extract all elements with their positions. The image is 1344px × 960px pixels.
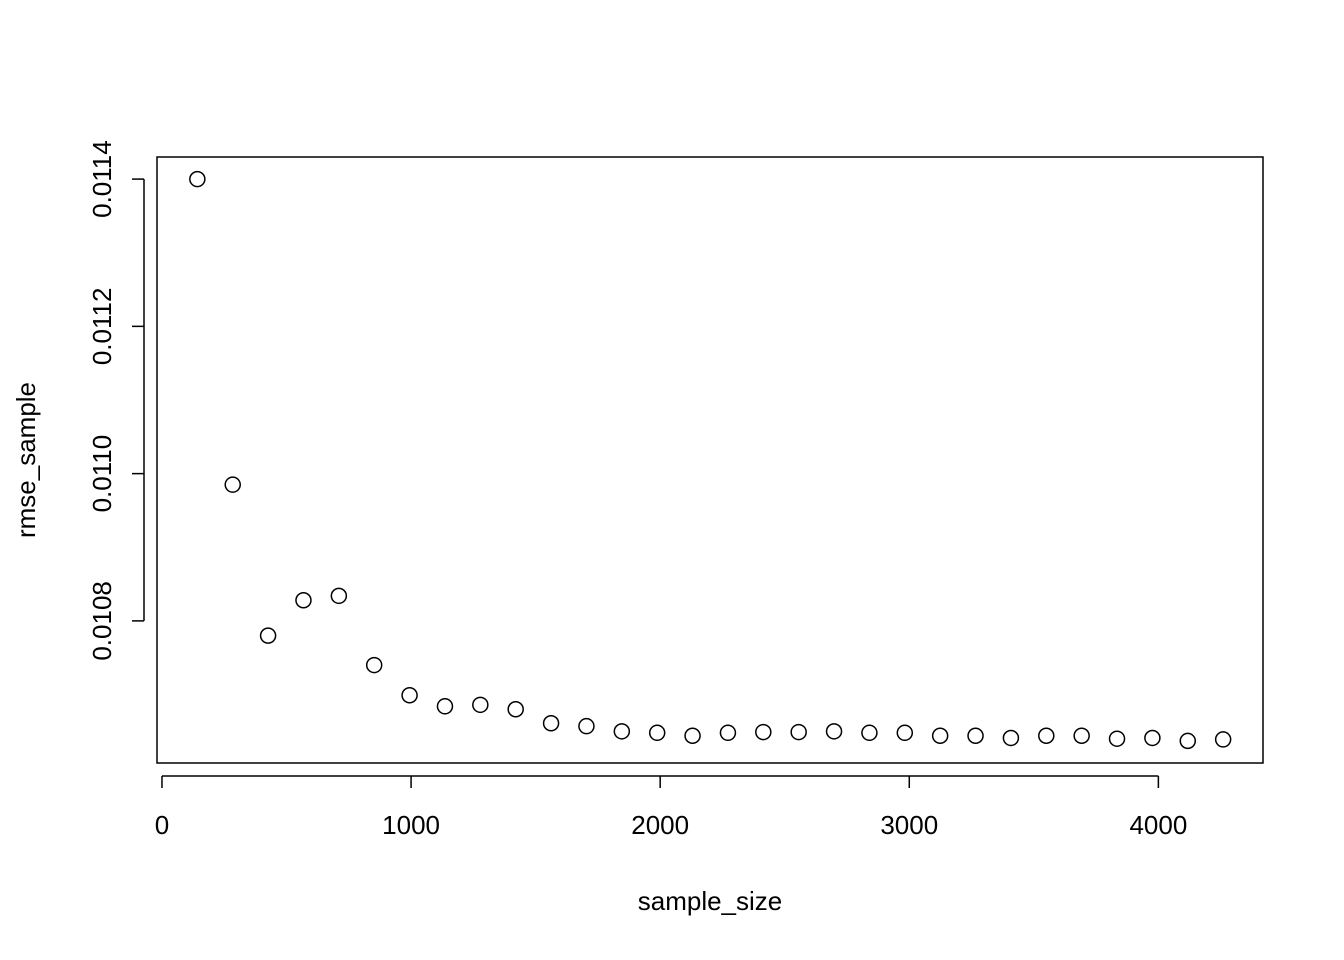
y-tick-label: 0.0108	[87, 581, 117, 661]
y-tick-label: 0.0110	[87, 435, 117, 513]
data-point	[684, 727, 701, 745]
y-axis: 0.0108 0.0110 0.0112 0.0114	[87, 140, 145, 661]
data-point	[719, 724, 737, 742]
plot-box	[156, 156, 1264, 764]
y-tick-label: 0.0112	[87, 288, 117, 366]
x-tick-label: 3000	[880, 810, 938, 840]
x-tick-label: 4000	[1129, 810, 1187, 840]
data-point	[861, 724, 878, 742]
data-points	[189, 170, 1232, 750]
data-point	[436, 698, 454, 715]
data-point	[578, 717, 595, 735]
x-axis-label: sample_size	[638, 886, 783, 916]
data-point	[472, 696, 489, 714]
y-axis-label: rmse_sample	[11, 382, 41, 538]
x-axis: 0 1000 2000 3000 4000	[155, 775, 1187, 840]
data-point	[613, 723, 631, 740]
data-point	[189, 170, 206, 188]
data-point	[1073, 727, 1090, 745]
x-tick-label: 0	[155, 810, 169, 840]
data-point	[1002, 729, 1020, 747]
data-point	[825, 723, 843, 740]
data-point	[1108, 730, 1126, 747]
data-point	[648, 724, 666, 742]
data-point	[259, 627, 277, 644]
data-point	[542, 714, 560, 732]
data-point	[1038, 727, 1055, 745]
data-point	[224, 476, 241, 493]
data-point	[295, 592, 312, 609]
data-point	[755, 723, 772, 741]
x-tick-label: 1000	[382, 810, 440, 840]
data-point	[967, 727, 984, 745]
data-point	[931, 727, 949, 745]
data-point	[1179, 732, 1197, 750]
data-point	[401, 687, 418, 704]
data-point	[1144, 729, 1161, 747]
x-tick-label: 2000	[631, 810, 689, 840]
data-point	[507, 700, 524, 718]
data-point	[365, 656, 383, 674]
data-point	[1214, 731, 1232, 748]
data-point	[790, 723, 807, 741]
y-tick-label: 0.0114	[87, 140, 117, 218]
data-point	[330, 587, 348, 605]
data-point	[896, 724, 914, 742]
